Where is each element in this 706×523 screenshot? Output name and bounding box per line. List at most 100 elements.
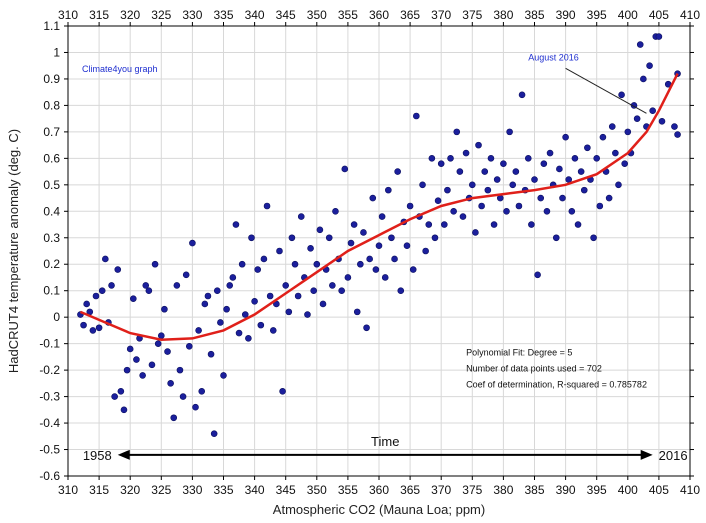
data-point [574, 221, 582, 228]
data-point [151, 260, 159, 268]
data-point [189, 239, 196, 247]
data-point [462, 149, 470, 157]
data-point [353, 308, 361, 316]
data-point [413, 112, 420, 120]
x-tick-label-top: 355 [338, 8, 358, 22]
data-point [596, 202, 604, 210]
data-point [450, 207, 457, 215]
x-tick-label-top: 345 [276, 8, 296, 22]
data-point [562, 133, 569, 141]
x-tick-label: 380 [493, 483, 513, 497]
data-point [378, 213, 386, 220]
data-point [509, 181, 517, 189]
data-point [341, 165, 349, 173]
data-point [266, 292, 274, 300]
data-point [655, 33, 663, 40]
data-point [608, 123, 616, 130]
x-tick-label-top: 405 [649, 8, 669, 22]
data-point [472, 229, 479, 236]
time-label: Time [371, 434, 399, 449]
data-point [375, 242, 383, 250]
source-annotation: Climate4you graph [82, 64, 158, 74]
data-point [584, 144, 591, 152]
data-point [621, 160, 628, 167]
data-point [428, 155, 436, 162]
data-point [528, 221, 535, 228]
data-point [658, 117, 666, 125]
data-point [297, 213, 305, 220]
data-point [360, 229, 367, 236]
data-point [83, 300, 90, 308]
data-point [176, 366, 184, 374]
data-point [95, 324, 103, 332]
x-tick-label: 370 [431, 483, 451, 497]
data-point [288, 234, 296, 242]
y-tick-label: -0.6 [39, 469, 60, 483]
data-point [235, 329, 243, 337]
y-tick-label: 0.5 [43, 178, 60, 192]
x-tick-label-top: 375 [462, 8, 482, 22]
data-point [332, 207, 339, 215]
data-point [559, 194, 566, 202]
y-tick-label: -0.1 [39, 337, 60, 351]
data-point [238, 260, 246, 268]
data-point [571, 155, 579, 162]
y-tick-label: 0.8 [43, 98, 60, 112]
y-tick-label: -0.4 [39, 416, 60, 430]
data-point [406, 202, 414, 210]
data-point [220, 372, 227, 379]
x-tick-label: 345 [276, 483, 296, 497]
data-point [568, 207, 576, 215]
data-point [269, 327, 277, 334]
data-point [422, 247, 429, 255]
x-tick-label-top: 365 [400, 8, 420, 22]
data-point [114, 266, 122, 273]
time-arrow-left-head [117, 449, 130, 460]
data-point [459, 213, 467, 220]
x-tick-label: 390 [556, 483, 576, 497]
x-tick-label: 335 [213, 483, 233, 497]
data-point [338, 287, 345, 295]
data-point [490, 221, 498, 228]
data-point [319, 300, 327, 308]
data-point [254, 266, 262, 273]
data-point [534, 271, 541, 279]
y-tick-label: 0 [53, 310, 60, 324]
data-point [612, 149, 619, 157]
x-tick-label: 400 [618, 483, 638, 497]
data-point [117, 387, 125, 395]
x-tick-label-top: 325 [151, 8, 171, 22]
data-point [241, 311, 249, 318]
data-point [447, 155, 454, 162]
data-point [120, 406, 128, 414]
time-arrow-right-head [640, 449, 653, 460]
data-point [347, 239, 355, 247]
data-point [223, 305, 230, 313]
data-point [434, 197, 442, 205]
data-point [431, 234, 439, 242]
data-point [506, 128, 513, 136]
x-tick-label: 410 [680, 483, 700, 497]
data-point [540, 160, 548, 167]
x-tick-label: 330 [182, 483, 202, 497]
x-tick-label: 310 [58, 483, 78, 497]
data-point [102, 255, 109, 263]
x-tick-label: 395 [587, 483, 607, 497]
x-tick-label-top: 320 [120, 8, 140, 22]
data-point [512, 168, 520, 175]
x-tick-label: 355 [338, 483, 358, 497]
x-tick-label: 405 [649, 483, 669, 497]
data-point [419, 181, 426, 189]
x-tick-label-top: 340 [245, 8, 265, 22]
data-point [217, 319, 224, 326]
data-point [263, 202, 271, 210]
x-tick-label-top: 330 [182, 8, 202, 22]
data-point [182, 271, 190, 279]
data-point [468, 181, 476, 189]
data-point [307, 245, 314, 252]
x-tick-label: 315 [89, 483, 109, 497]
data-point [537, 194, 545, 202]
y-tick-label: 0.7 [43, 125, 60, 139]
grid [68, 26, 690, 476]
